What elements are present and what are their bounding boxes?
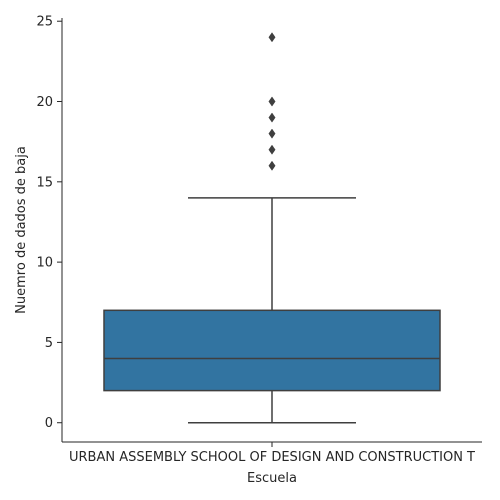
x-axis-ticks: URBAN ASSEMBLY SCHOOL OF DESIGN AND CONS… [69,442,475,465]
y-tick-label: 15 [36,175,53,190]
outlier-point [268,160,276,171]
x-axis-label: Escuela [247,471,297,486]
outlier-point [268,144,276,155]
y-tick-label: 20 [36,95,53,110]
outlier-point [268,96,276,107]
y-tick-label: 10 [36,256,53,271]
x-tick-label: URBAN ASSEMBLY SCHOOL OF DESIGN AND CONS… [69,450,475,465]
outlier-point [268,112,276,123]
y-axis-label: Nuemro de dados de baja [14,146,29,314]
iqr-box [103,309,441,392]
outlier-point [268,128,276,139]
y-tick-label: 0 [45,416,53,431]
y-tick-label: 5 [45,336,53,351]
plot-area [103,32,441,424]
outlier-point [268,32,276,43]
y-axis-ticks: 0 5 10 15 20 25 [36,15,62,431]
y-tick-label: 25 [36,15,53,30]
